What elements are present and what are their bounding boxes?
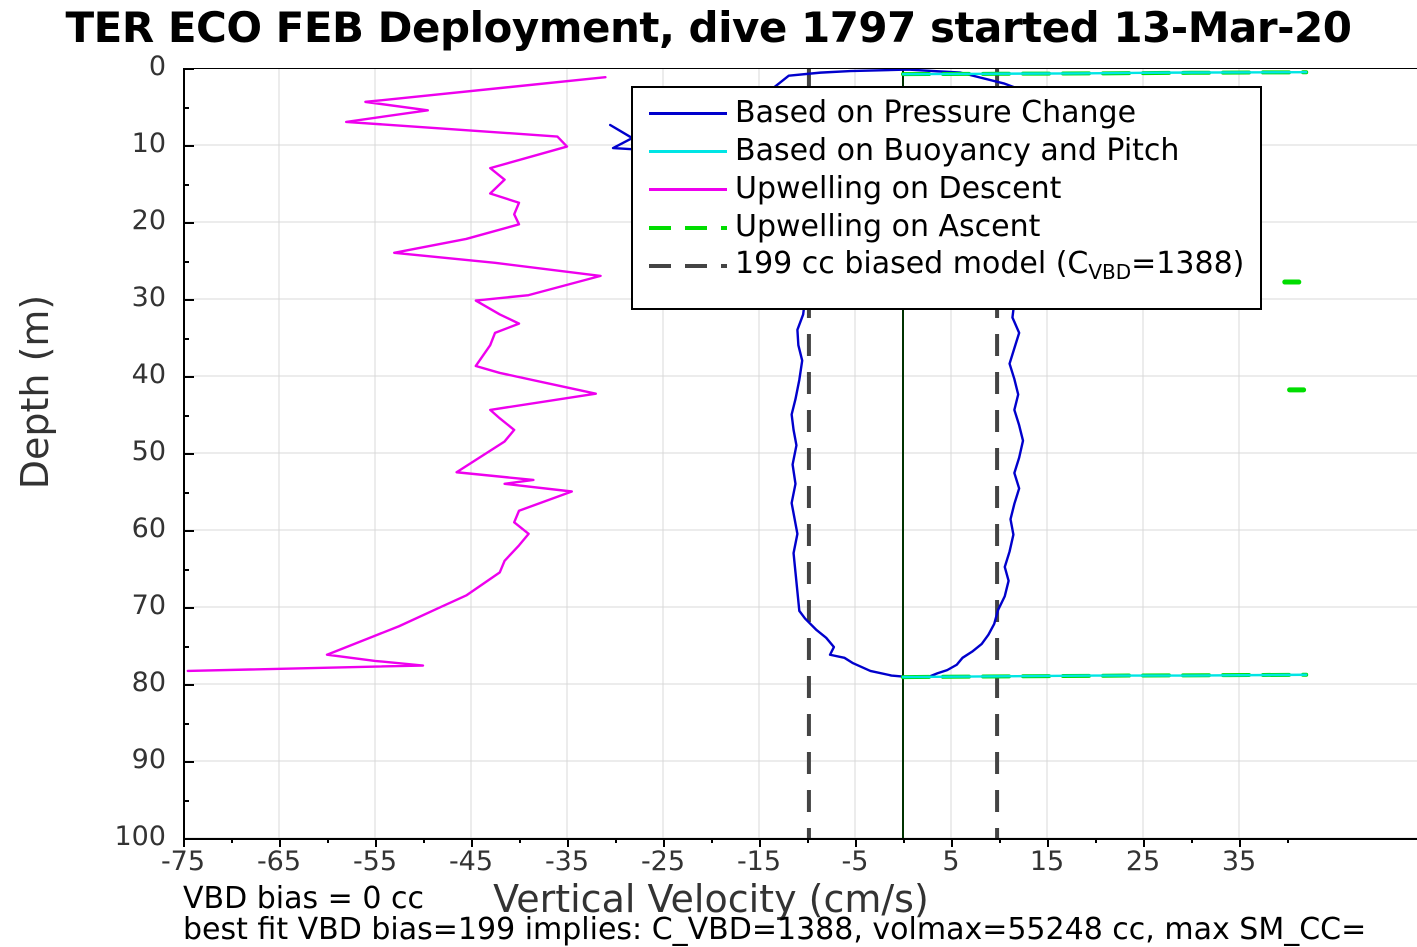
legend-line bbox=[649, 112, 727, 115]
y-tick-label: 60 bbox=[131, 513, 166, 544]
y-tick bbox=[183, 376, 194, 378]
legend-item[interactable]: Based on Buoyancy and Pitch bbox=[643, 132, 1250, 170]
x-tick-minor bbox=[423, 838, 425, 843]
x-tick bbox=[1143, 838, 1145, 847]
x-tick bbox=[1047, 838, 1049, 847]
legend-item[interactable]: Upwelling on Ascent bbox=[643, 208, 1250, 246]
legend-key-swatch bbox=[643, 170, 735, 208]
legend-line bbox=[649, 188, 727, 191]
y-tick bbox=[183, 530, 194, 532]
vbd-bias-annotation: VBD bias = 0 cc bbox=[183, 881, 424, 916]
y-tick-minor bbox=[183, 183, 189, 186]
y-tick-minor bbox=[183, 645, 189, 648]
y-tick-label: 80 bbox=[131, 667, 166, 698]
x-tick bbox=[567, 838, 569, 847]
y-tick-minor bbox=[183, 722, 189, 725]
y-tick bbox=[183, 222, 194, 224]
y-tick bbox=[183, 838, 194, 840]
y-tick bbox=[183, 68, 194, 70]
x-tick-label: -15 bbox=[736, 846, 782, 877]
x-tick-minor bbox=[711, 838, 713, 843]
legend-item-label: Upwelling on Ascent bbox=[735, 209, 1041, 244]
y-tick bbox=[183, 684, 194, 686]
y-tick bbox=[183, 607, 194, 609]
x-tick-minor bbox=[807, 838, 809, 843]
best-fit-annotation: best fit VBD bias=199 implies: C_VBD=138… bbox=[183, 912, 1367, 947]
legend-item-label: Based on Pressure Change bbox=[735, 95, 1137, 130]
x-tick-label: 35 bbox=[1221, 846, 1257, 877]
x-axis-line bbox=[183, 838, 1417, 840]
y-tick-minor bbox=[183, 337, 189, 340]
legend-line bbox=[649, 264, 727, 268]
y-axis-title: Depth (m) bbox=[13, 294, 57, 490]
legend-item[interactable]: Upwelling on Descent bbox=[643, 170, 1250, 208]
y-tick-label: 30 bbox=[131, 282, 166, 313]
y-tick-label: 0 bbox=[148, 51, 166, 82]
x-tick bbox=[951, 838, 953, 847]
y-tick-label: 100 bbox=[114, 821, 166, 852]
x-tick-label: -25 bbox=[640, 846, 686, 877]
x-tick-label: -45 bbox=[448, 846, 494, 877]
x-tick bbox=[375, 838, 377, 847]
legend-item[interactable]: 199 cc biased model (CVBD=1388) bbox=[643, 246, 1250, 284]
x-tick-minor bbox=[999, 838, 1001, 843]
x-tick-minor bbox=[519, 838, 521, 843]
x-tick-label: -55 bbox=[352, 846, 398, 877]
legend: Based on Pressure Change Based on Buoyanc… bbox=[631, 86, 1262, 310]
x-tick bbox=[279, 838, 281, 847]
y-tick-minor bbox=[183, 799, 189, 802]
x-tick bbox=[183, 838, 185, 847]
x-tick bbox=[471, 838, 473, 847]
x-tick-minor bbox=[231, 838, 233, 843]
legend-item[interactable]: Based on Pressure Change bbox=[643, 94, 1250, 132]
x-tick-minor bbox=[1191, 838, 1193, 843]
y-tick-label: 10 bbox=[131, 128, 166, 159]
y-tick bbox=[183, 145, 194, 147]
y-tick-minor bbox=[183, 491, 189, 494]
y-tick-label: 90 bbox=[131, 744, 166, 775]
x-tick-label: -35 bbox=[544, 846, 590, 877]
x-tick-minor bbox=[327, 838, 329, 843]
legend-key-swatch bbox=[643, 94, 735, 132]
legend-item-label: Based on Buoyancy and Pitch bbox=[735, 133, 1180, 168]
x-tick-minor bbox=[903, 838, 905, 843]
y-tick-minor bbox=[183, 414, 189, 417]
x-axis-title: Vertical Velocity (cm/s) bbox=[493, 877, 929, 921]
y-tick bbox=[183, 453, 194, 455]
y-tick-label: 40 bbox=[131, 359, 166, 390]
chart-title: TER ECO FEB Deployment, dive 1797 starte… bbox=[65, 3, 1352, 52]
legend-key-swatch bbox=[643, 246, 735, 284]
x-tick bbox=[855, 838, 857, 847]
x-tick-label: 25 bbox=[1125, 846, 1161, 877]
x-tick-minor bbox=[615, 838, 617, 843]
x-tick-label: 15 bbox=[1029, 846, 1065, 877]
x-tick bbox=[759, 838, 761, 847]
y-tick-minor bbox=[183, 568, 189, 571]
x-tick-minor bbox=[1095, 838, 1097, 843]
x-tick bbox=[663, 838, 665, 847]
x-tick-label: -65 bbox=[256, 846, 302, 877]
x-tick-label: -75 bbox=[160, 846, 206, 877]
y-tick bbox=[183, 761, 194, 763]
legend-key-swatch bbox=[643, 208, 735, 246]
y-tick-label: 20 bbox=[131, 205, 166, 236]
legend-item-label: Upwelling on Descent bbox=[735, 171, 1062, 206]
y-tick-label: 70 bbox=[131, 590, 166, 621]
x-tick-label: -5 bbox=[841, 846, 869, 877]
y-tick-minor bbox=[183, 106, 189, 109]
y-tick-label: 50 bbox=[131, 436, 166, 467]
y-tick-minor bbox=[183, 260, 189, 263]
legend-line bbox=[649, 150, 727, 153]
y-tick bbox=[183, 299, 194, 301]
plot-top-border bbox=[183, 68, 1417, 69]
legend-line bbox=[649, 226, 727, 230]
x-tick-minor bbox=[1287, 838, 1289, 843]
legend-item-label: 199 cc biased model (CVBD=1388) bbox=[735, 246, 1245, 284]
x-tick bbox=[1239, 838, 1241, 847]
x-tick-label: 5 bbox=[942, 846, 960, 877]
legend-key-swatch bbox=[643, 132, 735, 170]
